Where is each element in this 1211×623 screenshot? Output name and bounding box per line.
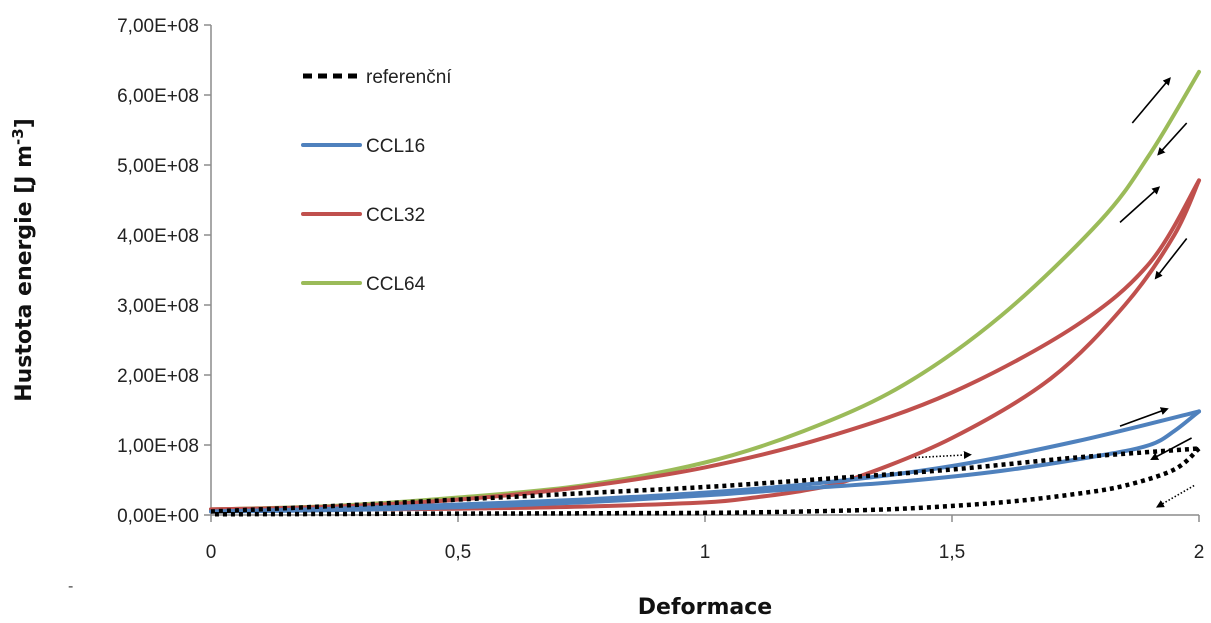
direction-arrow [1150,437,1192,461]
x-tick-label: 0 [206,542,217,563]
legend: referenční CCL16 CCL32 CCL64 [301,67,452,295]
y-axis-title-main: Hustota energie [J m [12,145,37,402]
series-line-referen-n--unloading [210,446,1201,517]
x-tick-label: 0,5 [445,542,471,563]
direction-arrow [1155,484,1195,508]
x-tick-label: 1,5 [939,542,965,563]
series-line-referen-n--loading [210,446,1200,514]
direction-arrows [914,77,1195,508]
y-tick-label: 2,00E+08 [117,366,199,387]
y-tick-label: 5,00E+08 [117,156,199,177]
x-tick-label: 1 [700,542,711,563]
legend-label: CCL32 [366,205,425,226]
x-tick-label: 2 [1194,542,1205,563]
y-tick-label: 6,00E+08 [117,86,199,107]
series-line-ccl16-unloading [209,409,1201,514]
y-tick-label: 7,00E+08 [117,16,199,37]
series-line-ccl16-loading [209,409,1201,514]
direction-arrow [1154,238,1188,280]
series-layer [209,69,1201,517]
y-axis-title-close: ] [12,118,37,128]
axes: 0,00E+00 1,00E+08 2,00E+08 3,00E+08 4,00E+08… [117,16,1204,563]
series-line-ccl64-loading [209,69,1201,512]
stray-mark: - [68,578,74,595]
y-tick-label: 1,00E+08 [117,436,199,457]
direction-arrow [1119,407,1169,427]
direction-arrow [1157,122,1188,156]
direction-arrow [914,451,972,460]
direction-arrow [1119,186,1161,223]
legend-label: referenční [366,67,452,88]
y-tick-label: 4,00E+08 [117,226,199,247]
y-tick-label: 0,00E+00 [117,506,199,527]
y-tick-label: 3,00E+08 [117,296,199,317]
y-axis-title-superscript: -3 [9,128,27,145]
legend-label: CCL64 [366,274,426,295]
legend-label: CCL16 [366,136,425,157]
y-axis-title: Hustota energie [J m-3] [9,118,37,402]
direction-arrow [1131,77,1171,124]
x-axis-title: Deformace [638,595,772,620]
